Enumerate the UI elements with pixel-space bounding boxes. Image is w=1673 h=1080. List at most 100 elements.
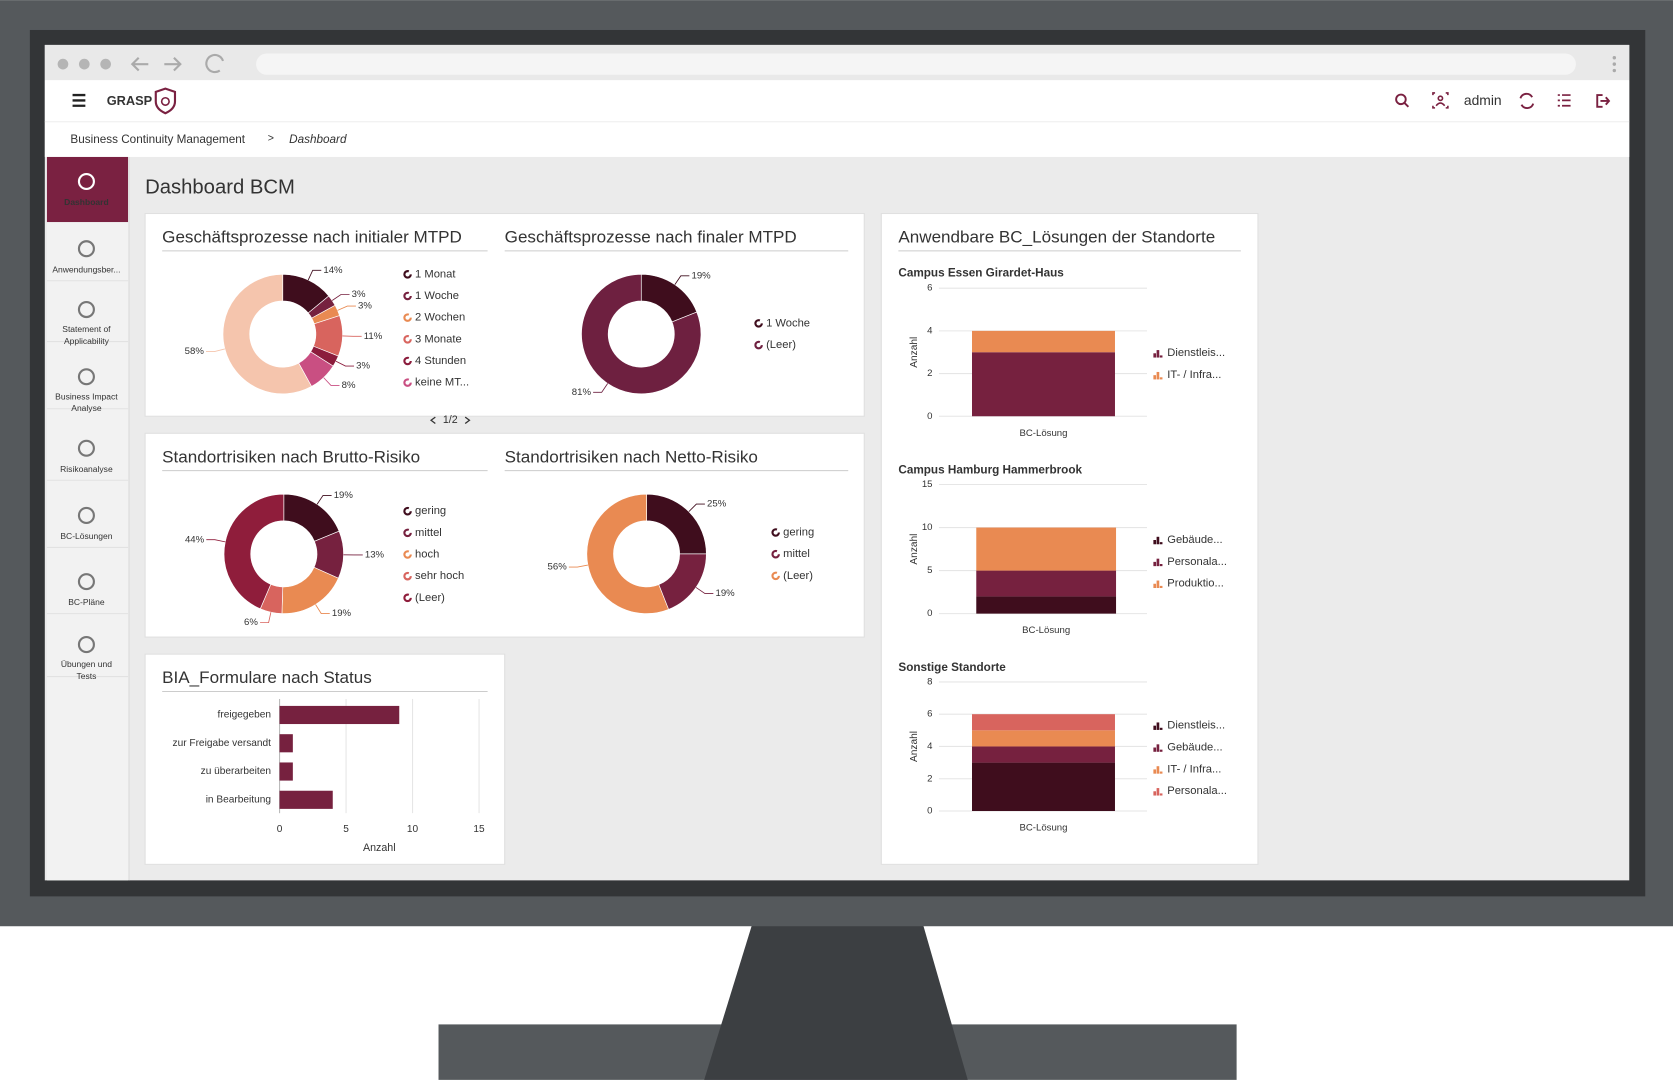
legend-swatch <box>1159 355 1163 358</box>
legend-swatch[interactable] <box>403 335 412 344</box>
legend-swatch[interactable] <box>771 571 780 581</box>
browser-menu[interactable] <box>1612 56 1617 73</box>
legend-label[interactable]: mittel <box>415 527 442 539</box>
legend-swatch <box>1156 350 1160 358</box>
legend-label[interactable]: Dienstleis... <box>1167 720 1225 732</box>
legend-swatch <box>1153 561 1157 567</box>
legend-label[interactable]: Produktio... <box>1167 578 1224 590</box>
bar-segment[interactable] <box>976 527 1117 571</box>
nav-icon <box>77 506 95 524</box>
bar-segment[interactable] <box>972 714 1115 731</box>
sync-button[interactable] <box>1519 92 1535 109</box>
legend-swatch[interactable] <box>403 528 412 538</box>
nav-label[interactable]: Statement of <box>62 324 111 334</box>
menu-button[interactable] <box>72 93 86 107</box>
nav-label[interactable]: Anwendungsber... <box>52 264 120 274</box>
legend-swatch[interactable] <box>403 313 412 322</box>
legend-label[interactable]: Personala... <box>1167 556 1227 568</box>
legend-label[interactable]: hoch <box>415 548 439 560</box>
bar[interactable] <box>279 705 400 725</box>
team-button[interactable] <box>1432 92 1449 109</box>
bar-segment[interactable] <box>972 730 1115 747</box>
legend-swatch[interactable] <box>754 340 763 350</box>
legend-swatch[interactable] <box>403 356 412 366</box>
logo-text[interactable]: GRASP <box>107 93 153 108</box>
legend-swatch <box>1156 371 1160 380</box>
search-button[interactable] <box>1395 93 1410 108</box>
legend-swatch[interactable] <box>754 319 763 328</box>
legend-label[interactable]: 4 Stunden <box>415 355 466 367</box>
address-bar[interactable] <box>256 53 1576 75</box>
bar-segment[interactable] <box>972 746 1115 763</box>
nav-label[interactable]: Tests <box>76 671 96 681</box>
nav-label[interactable]: BC-Lösungen <box>60 531 112 541</box>
back-button[interactable] <box>130 56 149 72</box>
legend-label[interactable]: gering <box>783 526 814 538</box>
logo-mark <box>160 96 170 107</box>
legend-swatch[interactable] <box>771 549 780 559</box>
legend-label[interactable]: IT- / Infra... <box>1167 763 1221 775</box>
value-label: 19% <box>334 490 354 501</box>
user-name[interactable]: admin <box>1464 92 1502 108</box>
legend-label[interactable]: keine MT... <box>415 377 469 389</box>
window-dot[interactable] <box>57 58 69 70</box>
legend-label[interactable]: (Leer) <box>783 570 813 582</box>
bar[interactable] <box>279 734 293 753</box>
nav-label[interactable]: Analyse <box>71 403 102 413</box>
panel-title: Anwendbare BC_Lösungen der Standorte <box>898 228 1215 247</box>
legend-label[interactable]: IT- / Infra... <box>1167 369 1221 381</box>
legend-label[interactable]: (Leer) <box>766 339 796 351</box>
legend-label[interactable]: 1 Woche <box>415 290 459 302</box>
legend-label[interactable]: Gebäude... <box>1167 534 1222 546</box>
legend-label[interactable]: Dienstleis... <box>1167 347 1225 359</box>
bar-segment[interactable] <box>972 330 1115 353</box>
legend-swatch[interactable] <box>403 506 412 516</box>
y-axis-label: Anzahl <box>909 731 920 762</box>
legend-swatch[interactable] <box>403 593 412 603</box>
legend-prev[interactable] <box>429 416 436 424</box>
value-label: 56% <box>548 562 568 573</box>
legend-label[interactable]: gering <box>415 505 446 517</box>
legend-label[interactable]: mittel <box>783 548 810 560</box>
nav-label[interactable]: Applicability <box>64 336 110 346</box>
y-tick-label: 0 <box>927 411 932 422</box>
breadcrumb-item[interactable]: Business Continuity Management <box>70 133 245 146</box>
legend-label[interactable]: 2 Wochen <box>415 312 465 324</box>
y-tick-label: 8 <box>927 676 932 687</box>
bar[interactable] <box>279 762 293 781</box>
legend-label[interactable]: 3 Monate <box>415 333 462 345</box>
legend-swatch[interactable] <box>403 291 412 301</box>
nav-label[interactable]: Übungen und <box>61 659 112 669</box>
legend-swatch[interactable] <box>403 270 412 279</box>
legend-swatch[interactable] <box>403 378 412 387</box>
list-button[interactable] <box>1557 94 1571 107</box>
nav-label[interactable]: Risikoanalyse <box>60 464 113 474</box>
nav-label[interactable]: BC-Pläne <box>68 597 105 607</box>
logout-button[interactable] <box>1596 94 1611 108</box>
legend-label[interactable]: sehr hoch <box>415 570 464 582</box>
legend-swatch[interactable] <box>771 528 780 537</box>
nav-icon <box>77 439 95 457</box>
chart-title: Standortrisiken nach Brutto-Risiko <box>162 447 420 466</box>
legend-next[interactable] <box>464 416 471 424</box>
bar-segment[interactable] <box>972 762 1115 812</box>
bar-segment[interactable] <box>976 570 1117 597</box>
bar-segment[interactable] <box>976 596 1117 614</box>
legend-label[interactable]: Personala... <box>1167 785 1227 797</box>
nav-label[interactable]: Dashboard <box>64 197 108 207</box>
window-dot[interactable] <box>78 58 90 70</box>
window-dot[interactable] <box>100 58 111 70</box>
bar-segment[interactable] <box>972 352 1115 417</box>
legend-label[interactable]: Gebäude... <box>1167 741 1222 753</box>
bar[interactable] <box>279 790 333 809</box>
legend-swatch[interactable] <box>403 550 412 559</box>
nav-label[interactable]: Business Impact <box>55 391 118 401</box>
app-header <box>44 80 1630 122</box>
forward-button[interactable] <box>164 56 182 72</box>
legend-label[interactable]: 1 Monat <box>415 268 456 280</box>
legend-label[interactable]: (Leer) <box>415 592 445 604</box>
reload-button[interactable] <box>205 54 225 74</box>
legend-swatch[interactable] <box>403 571 412 581</box>
legend-label[interactable]: 1 Woche <box>766 317 810 329</box>
value-label: 13% <box>365 549 385 560</box>
